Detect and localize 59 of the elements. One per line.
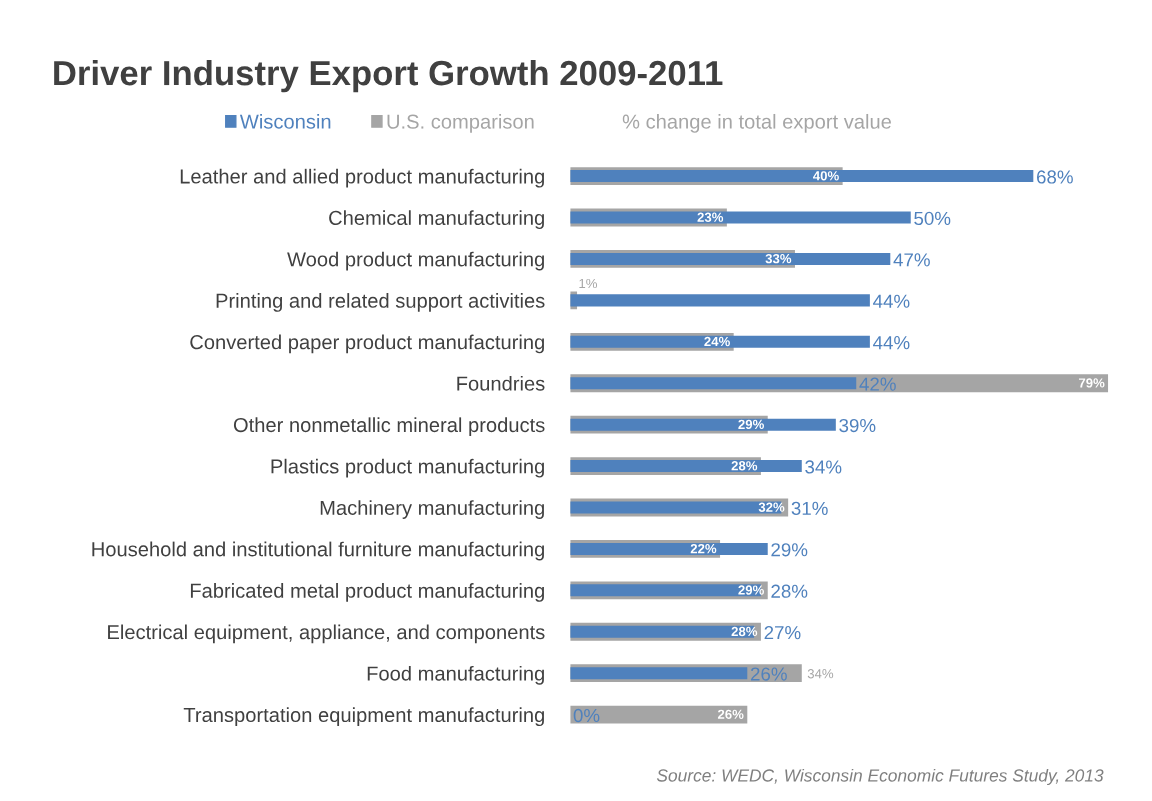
bar [570, 335, 870, 348]
bar [570, 252, 891, 265]
chart-title: Driver Industry Export Growth 2009-2011 [54, 59, 723, 93]
bar [570, 625, 755, 638]
data-label: 28% [731, 626, 758, 637]
data-label: 27% [764, 626, 801, 640]
data-label: 32% [758, 502, 785, 512]
data-label: 31% [791, 501, 828, 516]
y-tick-label: Household and institutional furniture manufacturing [92, 541, 544, 561]
source-note: Source: WEDC, Wisconsin Economic Futures Study, 2013 [656, 768, 1104, 786]
data-label: 28% [731, 461, 758, 471]
y-tick-label: Electrical equipment, appliance, and components [108, 624, 545, 644]
data-label: 24% [704, 336, 730, 347]
data-label: 33% [765, 253, 792, 264]
bar [570, 377, 857, 390]
data-label: 0% [573, 708, 600, 723]
data-label: 1% [579, 278, 598, 289]
bar [570, 211, 911, 224]
y-tick-label: Food manufacturing [367, 665, 544, 685]
y-tick-label: Leather and allied product manufacturing [180, 168, 544, 188]
bar [570, 542, 768, 555]
data-label: 79% [1078, 378, 1105, 388]
data-label: 29% [738, 419, 764, 430]
data-label: 39% [839, 418, 876, 433]
data-label: 26% [717, 709, 744, 719]
bar [570, 705, 748, 724]
data-label: 40% [813, 171, 839, 181]
y-tick-label: Wood product manufacturing [287, 251, 544, 271]
data-label: 47% [893, 253, 930, 267]
legend-label: Wisconsin [239, 113, 331, 129]
y-tick-label: Chemical manufacturing [329, 210, 544, 229]
data-label: 29% [738, 585, 764, 595]
bar [570, 418, 836, 431]
data-label: 44% [873, 294, 910, 308]
data-label: 44% [873, 336, 910, 350]
data-label: 68% [1036, 170, 1073, 184]
y-tick-label: Fabricated metal product manufacturing [190, 583, 544, 602]
y-tick-label: Plastics product manufacturing [271, 458, 544, 478]
data-label: 29% [771, 543, 808, 557]
data-label: 34% [807, 669, 834, 679]
y-tick-label: Transportation equipment manufacturing [183, 707, 544, 727]
y-tick-label: Machinery manufacturing [320, 500, 544, 519]
y-tick-label: Other nonmetallic mineral products [233, 417, 545, 437]
data-label: 50% [914, 211, 951, 226]
y-tick-label: Printing and related support activities [216, 293, 545, 312]
y-tick-label: Converted paper product manufacturing [190, 334, 544, 354]
bar [570, 170, 1034, 183]
y-tick-label: Foundries [457, 375, 545, 391]
bar [570, 294, 870, 307]
bar [570, 667, 748, 680]
data-label: 28% [771, 584, 808, 598]
data-label: 22% [690, 543, 717, 554]
data-label: 34% [805, 460, 842, 474]
x-axis-title: % change in total export value [622, 113, 891, 133]
data-label: 42% [859, 377, 896, 391]
data-label: 26% [750, 667, 787, 681]
legend-label: U.S. comparison [387, 113, 534, 133]
bar [570, 460, 802, 473]
data-label: 23% [697, 212, 724, 222]
